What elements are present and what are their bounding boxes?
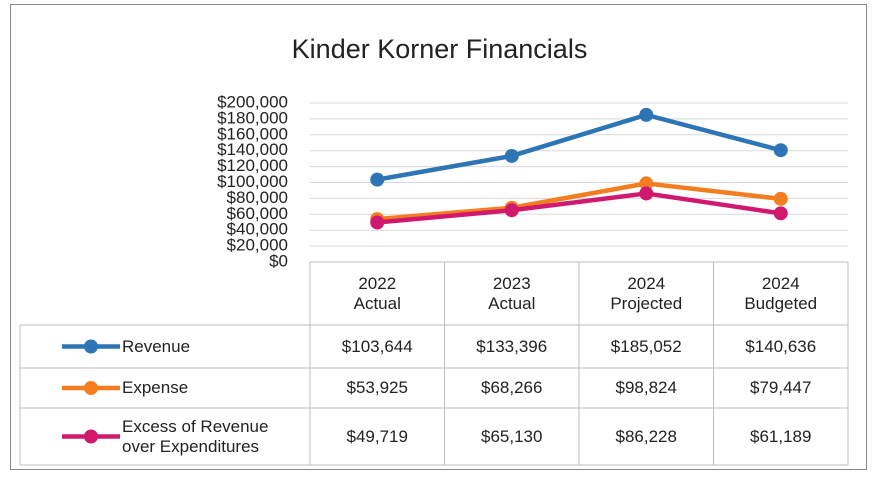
series-line xyxy=(377,181,782,222)
x-tick-label-text: 2022 Actual xyxy=(353,273,401,313)
y-tick-label: $60,000 xyxy=(227,204,288,223)
legend-label: Excess of Revenue over Expenditures xyxy=(20,408,310,465)
point xyxy=(773,206,788,221)
y-tick-label: $100,000 xyxy=(217,172,288,191)
y-tick-label: $200,000 xyxy=(217,92,288,111)
data-table-value-text: $53,925 xyxy=(346,378,408,397)
point xyxy=(773,143,788,158)
data-table-value-text: $65,130 xyxy=(481,426,543,446)
data-table-value-text: $140,636 xyxy=(745,336,817,356)
data-table-value: $133,396 xyxy=(445,325,580,368)
x-tick-label: 2023 Actual xyxy=(445,262,580,325)
legend-label: Revenue xyxy=(20,325,310,368)
data-table-value-text: $86,228 xyxy=(615,426,677,446)
data-table-value: $61,189 xyxy=(714,408,849,465)
y-tick-label: $120,000 xyxy=(217,156,288,175)
y-tick-label: $160,000 xyxy=(217,124,288,143)
data-table-value: $49,719 xyxy=(310,408,445,465)
point xyxy=(639,186,654,201)
y-tick-label: $0 xyxy=(269,251,288,270)
data-table-value: $79,447 xyxy=(714,368,849,408)
y-tick-label: $20,000 xyxy=(227,236,288,255)
x-tick-label-text: 2024 Budgeted xyxy=(744,273,818,313)
data-table-value-text: $103,644 xyxy=(341,336,413,356)
data-table-value-text: $133,396 xyxy=(476,336,548,356)
point xyxy=(370,215,385,230)
data-table-value: $65,130 xyxy=(445,408,580,465)
legend-label-text: Revenue xyxy=(122,336,191,356)
point xyxy=(370,172,385,187)
y-tick-label: $40,000 xyxy=(227,220,288,239)
legend-label-text: Expense xyxy=(122,378,189,397)
data-table-value: $68,266 xyxy=(445,368,580,408)
chart-title: Kinder Korner Financials xyxy=(291,34,588,64)
data-table-value: $140,636 xyxy=(714,325,849,368)
y-tick-label: $180,000 xyxy=(217,108,288,127)
data-table-value: $86,228 xyxy=(579,408,714,465)
data-table-value: $98,824 xyxy=(579,368,714,408)
legend-marker xyxy=(84,381,98,395)
point xyxy=(773,191,788,206)
legend-label-text: Excess of Revenue over Expenditures xyxy=(122,416,269,456)
x-tick-label: 2024 Projected xyxy=(579,262,714,325)
point xyxy=(504,148,519,163)
x-tick-label-text: 2024 Projected xyxy=(610,273,683,313)
y-tick-label: $140,000 xyxy=(217,140,288,159)
data-table-value: $103,644 xyxy=(310,325,445,368)
point xyxy=(639,107,654,122)
data-table-value-text: $68,266 xyxy=(481,378,543,397)
point xyxy=(504,203,519,218)
series-line xyxy=(377,191,782,225)
y-tick-label: $80,000 xyxy=(227,188,288,207)
data-table-value: $185,052 xyxy=(579,325,714,368)
data-table-value-text: $98,824 xyxy=(615,378,677,397)
point xyxy=(639,176,654,191)
data-table-value-text: $49,719 xyxy=(346,426,408,446)
chart-frame xyxy=(10,4,867,470)
data-table-value: $53,925 xyxy=(310,368,445,408)
x-tick-label-text: 2023 Actual xyxy=(488,273,536,313)
data-table-value-text: $61,189 xyxy=(750,426,812,446)
data-table-value-text: $185,052 xyxy=(610,336,682,356)
legend-marker xyxy=(84,339,98,354)
series-line xyxy=(376,112,782,182)
x-tick-label: 2022 Actual xyxy=(310,262,445,325)
legend-label: Expense xyxy=(20,368,310,408)
x-tick-label: 2024 Budgeted xyxy=(714,262,849,325)
data-table-value-text: $79,447 xyxy=(750,378,812,397)
legend-marker xyxy=(84,429,98,444)
